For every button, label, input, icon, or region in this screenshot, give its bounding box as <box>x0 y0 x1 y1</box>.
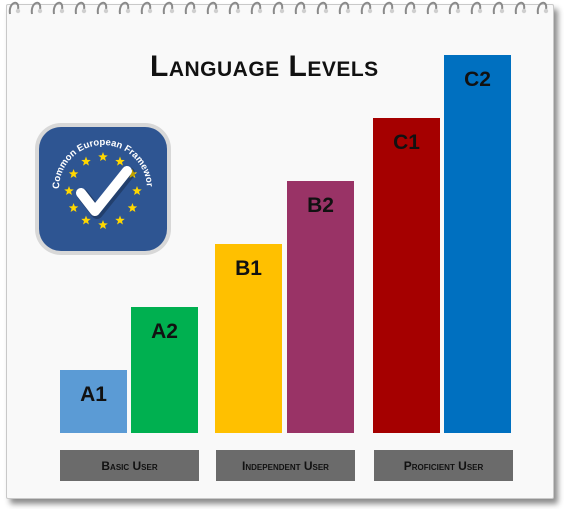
spiral-hole <box>301 8 307 14</box>
bar-a2 <box>131 307 198 433</box>
chart-title: Language Levels <box>150 50 379 83</box>
star-icon <box>115 156 125 166</box>
spiral-hole <box>191 8 197 14</box>
spiral-ring <box>470 1 482 15</box>
spiral-hole <box>345 8 351 14</box>
bar-label-a1: A1 <box>80 383 107 406</box>
bar-label-a2: A2 <box>151 320 178 343</box>
spiral-hole <box>455 8 461 14</box>
star-icon <box>98 220 108 230</box>
bar-label-c2: C2 <box>464 68 491 91</box>
spiral-ring <box>426 1 438 15</box>
star-icon <box>115 215 125 225</box>
star-icon <box>68 169 79 179</box>
spiral-ring <box>162 1 174 15</box>
group-label: Independent User <box>242 459 329 473</box>
spiral-ring <box>536 1 548 15</box>
spiral-hole <box>411 8 417 14</box>
bar-label-b2: B2 <box>307 194 334 217</box>
checkmark-icon <box>76 166 132 216</box>
spiral-ring <box>514 1 526 15</box>
spiral-hole <box>235 8 241 14</box>
bar-label-c1: C1 <box>393 131 420 154</box>
spiral-ring <box>404 1 416 15</box>
group-label: Proficient User <box>404 459 484 473</box>
spiral-ring <box>448 1 460 15</box>
spiral-hole <box>433 8 439 14</box>
spiral-ring <box>184 1 196 15</box>
spiral-ring <box>52 1 64 15</box>
bar-c1 <box>373 118 440 433</box>
bar-c2 <box>444 55 511 433</box>
group-box <box>374 450 513 481</box>
spiral-ring <box>250 1 262 15</box>
bar-label-b1: B1 <box>235 257 262 280</box>
spiral-ring <box>30 1 42 15</box>
spiral-ring <box>74 1 86 15</box>
spiral-hole <box>213 8 219 14</box>
spiral-ring <box>382 1 394 15</box>
spiral-ring <box>206 1 218 15</box>
spiral-ring <box>228 1 240 15</box>
eu-stars <box>64 152 142 230</box>
badge-background <box>39 127 167 251</box>
spiral-ring <box>140 1 152 15</box>
spiral-hole <box>15 8 21 14</box>
spiral-hole <box>147 8 153 14</box>
spiral-hole <box>279 8 285 14</box>
spiral-hole <box>323 8 329 14</box>
star-icon <box>64 186 74 196</box>
spiral-hole <box>477 8 483 14</box>
spiral-ring <box>118 1 130 15</box>
spiral-hole <box>59 8 65 14</box>
star-icon <box>98 152 108 162</box>
star-icon <box>81 156 91 166</box>
star-icon <box>68 203 79 213</box>
spiral-ring <box>8 1 20 15</box>
spiral-binding <box>8 1 549 15</box>
group-box <box>60 450 199 481</box>
spiral-ring <box>492 1 504 15</box>
star-icon <box>81 215 91 225</box>
bar-b2 <box>287 181 354 433</box>
star-icon <box>127 203 138 213</box>
spiral-hole <box>389 8 395 14</box>
spiral-ring <box>338 1 350 15</box>
star-icon <box>127 169 138 179</box>
spiral-hole <box>257 8 263 14</box>
spiral-hole <box>125 8 131 14</box>
spiral-hole <box>169 8 175 14</box>
spiral-ring <box>316 1 328 15</box>
bar-a1 <box>60 370 127 433</box>
bar-b1 <box>215 244 282 433</box>
cefr-logo: Common European Framework of Reference <box>33 121 171 255</box>
group-box <box>216 450 355 481</box>
spiral-hole <box>103 8 109 14</box>
spiral-hole <box>499 8 505 14</box>
star-icon <box>132 186 142 196</box>
group-label: Basic User <box>101 459 157 473</box>
spiral-hole <box>543 8 549 14</box>
spiral-ring <box>294 1 306 15</box>
spiral-hole <box>37 8 43 14</box>
spiral-hole <box>521 8 527 14</box>
spiral-hole <box>367 8 373 14</box>
spiral-ring <box>360 1 372 15</box>
spiral-ring <box>272 1 284 15</box>
spiral-ring <box>96 1 108 15</box>
spiral-hole <box>81 8 87 14</box>
